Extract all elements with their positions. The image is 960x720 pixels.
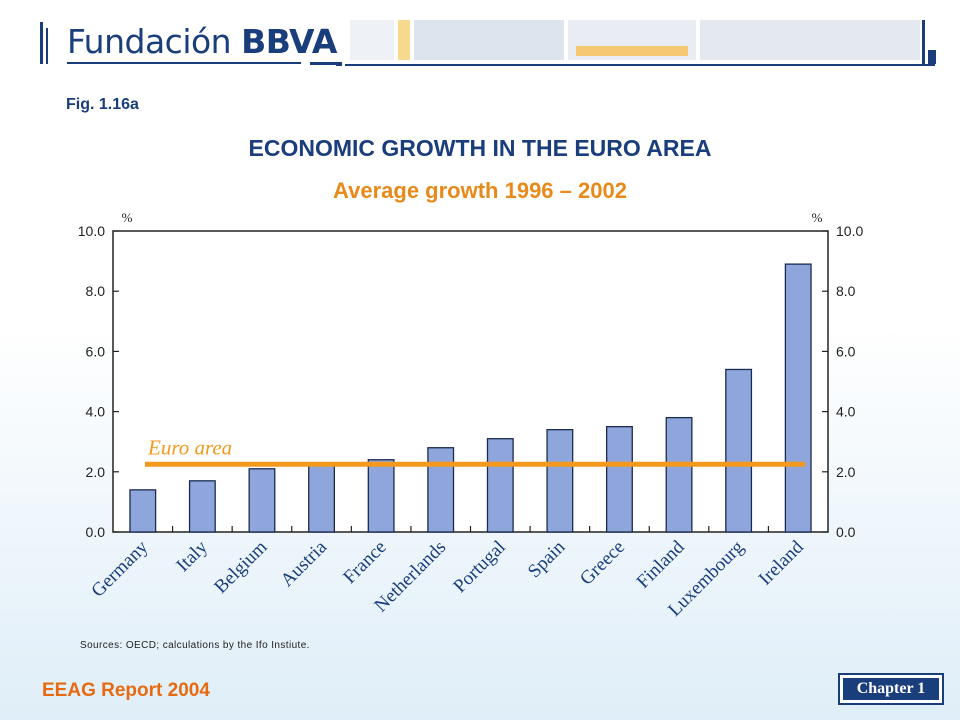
x-label-greece: Greece [576,537,629,590]
y-tick-label-left: 0.0 [86,524,106,540]
bar-luxembourg [725,368,753,533]
report-label: EEAG Report 2004 [42,680,210,701]
chapter-label: Chapter 1 [843,678,939,700]
chart-subtitle: Average growth 1996 – 2002 [333,178,627,203]
y-tick-label-right: 4.0 [836,404,856,420]
figure-label: Fig. 1.16a [66,96,139,113]
banner-graphic [40,20,936,66]
y-tick-label-left: 8.0 [86,283,106,299]
euro-area-label: Euro area [147,435,232,459]
chart-title: ECONOMIC GROWTH IN THE EURO AREA [248,135,712,161]
y-tick-label-left: 10.0 [78,223,105,239]
y-tick-label-right: 10.0 [836,223,863,239]
logo: Fundación BBVA [67,22,337,61]
y-tick-label-left: 2.0 [86,464,106,480]
y-tick-label-right: 0.0 [836,524,856,540]
y-tick-label-right: 8.0 [836,283,856,299]
y-tick-label-right: 6.0 [836,343,856,359]
chapter-button[interactable]: Chapter 1 [838,673,944,705]
x-label-france: France [339,537,390,588]
x-label-belgium: Belgium [210,537,271,598]
bar-spain [546,429,574,533]
logo-bold: BBVA [241,22,337,61]
x-label-austria: Austria [277,536,332,591]
bar-ireland [784,263,812,533]
bar-portugal [486,438,514,533]
y-unit-left: % [122,210,133,225]
bar-france [367,459,395,533]
x-label-portugal: Portugal [449,537,509,597]
y-tick-label-right: 2.0 [836,464,856,480]
header-banner: Fundación BBVA [0,0,960,80]
plot-area [112,230,829,533]
bar-netherlands [427,447,455,533]
x-label-spain: Spain [524,536,570,582]
bar-germany [129,489,157,533]
y-tick-label-left: 4.0 [86,404,106,420]
y-unit-right: % [812,210,823,225]
bar-austria [308,462,336,533]
bar-belgium [248,468,276,533]
x-label-ireland: Ireland [755,536,808,589]
bar-greece [605,425,633,533]
x-label-finland: Finland [633,536,689,592]
y-tick-label-left: 6.0 [86,343,106,359]
source-note: Sources: OECD; calculations by the Ifo I… [80,640,310,651]
x-label-italy: Italy [172,536,212,576]
logo-regular: Fundación [67,22,232,61]
x-label-germany: Germany [87,536,152,601]
bar-finland [665,416,693,533]
bar-italy [188,480,216,533]
